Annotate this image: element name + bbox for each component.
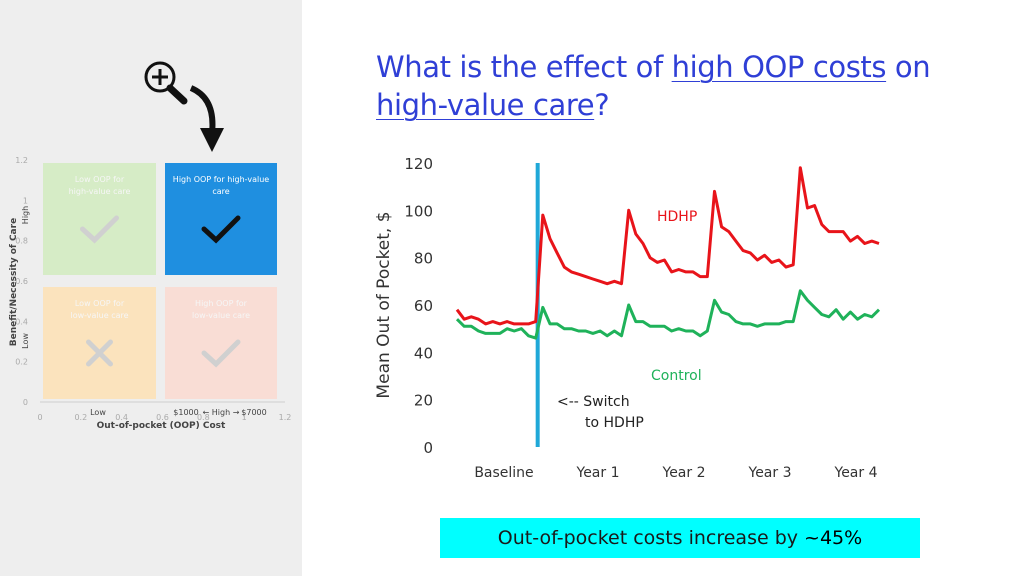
quad-x-tick: 1.2 bbox=[279, 413, 292, 422]
y-range-low: Low bbox=[21, 333, 30, 349]
callout-box: Out-of-pocket costs increase by ~45% bbox=[440, 518, 920, 558]
x-period-label: Year 3 bbox=[748, 465, 792, 481]
x-range-max: $7000 bbox=[241, 408, 266, 417]
series-label-control: Control bbox=[651, 368, 702, 384]
quad-y-tick: 0.2 bbox=[15, 358, 28, 367]
quad-y-tick: 0.6 bbox=[15, 277, 28, 286]
quad-y-tick: 1 bbox=[23, 196, 28, 205]
quad-x-tick: 0 bbox=[37, 413, 42, 422]
quadrant-label: High OOP for bbox=[195, 299, 248, 308]
check-icon bbox=[201, 215, 241, 244]
quadrant-box bbox=[43, 163, 156, 275]
quadrant-label: Low OOP for bbox=[75, 299, 125, 308]
title-part3: ? bbox=[594, 88, 610, 122]
quad-x-tick: 0.6 bbox=[156, 413, 169, 422]
quad-x-tick: 0.8 bbox=[197, 413, 210, 422]
series-label-hdhp: HDHP bbox=[657, 209, 697, 225]
quad-y-axis-label: Benefit/Necessity of Care bbox=[9, 218, 19, 346]
zoom-in-icon[interactable] bbox=[144, 61, 188, 105]
y-tick-label: 120 bbox=[404, 155, 433, 173]
series-line-hdhp bbox=[455, 166, 880, 326]
switch-annotation-line2: to HDHP bbox=[585, 415, 644, 431]
quadrant-box bbox=[165, 163, 277, 275]
y-axis-label: Mean Out of Pocket, $ bbox=[374, 211, 394, 398]
x-period-label: Baseline bbox=[474, 465, 533, 481]
series-line-control bbox=[455, 289, 881, 340]
cross-icon bbox=[86, 339, 113, 367]
quadrant-label: care bbox=[212, 187, 229, 196]
title-link-high-value-care[interactable]: high-value care bbox=[376, 88, 595, 122]
quadrant-label: Low OOP for bbox=[75, 175, 125, 184]
quadrant-chart: 0 0.2 0.4 0.6 0.8 1 1.2 0 0.2 0.4 0.6 0.8 1 1.2 Low OO… bbox=[9, 156, 291, 431]
y-range-high: High bbox=[21, 206, 30, 224]
quadrant-label: low-value care bbox=[192, 311, 250, 320]
quadrant-label: high-value care bbox=[69, 187, 131, 196]
quad-x-tick: 0.4 bbox=[115, 413, 128, 422]
quadrant-label: High OOP for high-value bbox=[173, 175, 269, 184]
title-part2: on bbox=[886, 50, 931, 84]
check-icon bbox=[80, 215, 119, 244]
quad-y-tick: 0.4 bbox=[15, 317, 28, 326]
quad-x-axis-label: Out-of-pocket (OOP) Cost bbox=[97, 421, 226, 431]
quadrant-box bbox=[43, 287, 156, 399]
switch-annotation-line1: <-- Switch bbox=[557, 394, 630, 410]
quadrant-box bbox=[165, 287, 277, 399]
quadrant-label: low-value care bbox=[70, 311, 128, 320]
page-title: What is the effect of high OOP costs on … bbox=[376, 48, 986, 124]
y-tick-label: 40 bbox=[414, 344, 433, 362]
y-tick-label: 80 bbox=[414, 250, 433, 268]
x-range-low: Low bbox=[90, 408, 106, 417]
y-tick-label: 100 bbox=[404, 202, 433, 220]
x-range-min: $1000 bbox=[173, 408, 198, 417]
check-icon bbox=[201, 339, 241, 368]
line-chart: 0 20 40 60 80 100 120 Mean Out of Pocket, $ Base… bbox=[374, 155, 881, 481]
quad-y-tick: 0.8 bbox=[15, 237, 28, 246]
quad-x-tick: 0.2 bbox=[74, 413, 87, 422]
x-period-label: Year 2 bbox=[662, 465, 706, 481]
quad-y-tick: 1.2 bbox=[15, 156, 28, 165]
x-period-label: Year 1 bbox=[576, 465, 620, 481]
y-tick-label: 20 bbox=[414, 392, 433, 410]
callout-text: Out-of-pocket costs increase by bbox=[497, 527, 805, 549]
y-tick-label: 60 bbox=[414, 297, 433, 315]
quad-y-tick: 0 bbox=[23, 398, 28, 407]
y-tick-label: 0 bbox=[423, 439, 433, 457]
curved-arrow-icon bbox=[189, 85, 224, 152]
title-link-high-oop[interactable]: high OOP costs bbox=[671, 50, 887, 84]
callout-value: ~45% bbox=[804, 527, 863, 549]
title-part1: What is the effect of bbox=[376, 50, 672, 84]
x-range-high: ← High → bbox=[203, 408, 240, 417]
x-period-label: Year 4 bbox=[834, 465, 878, 481]
quad-x-tick: 1 bbox=[242, 413, 247, 422]
